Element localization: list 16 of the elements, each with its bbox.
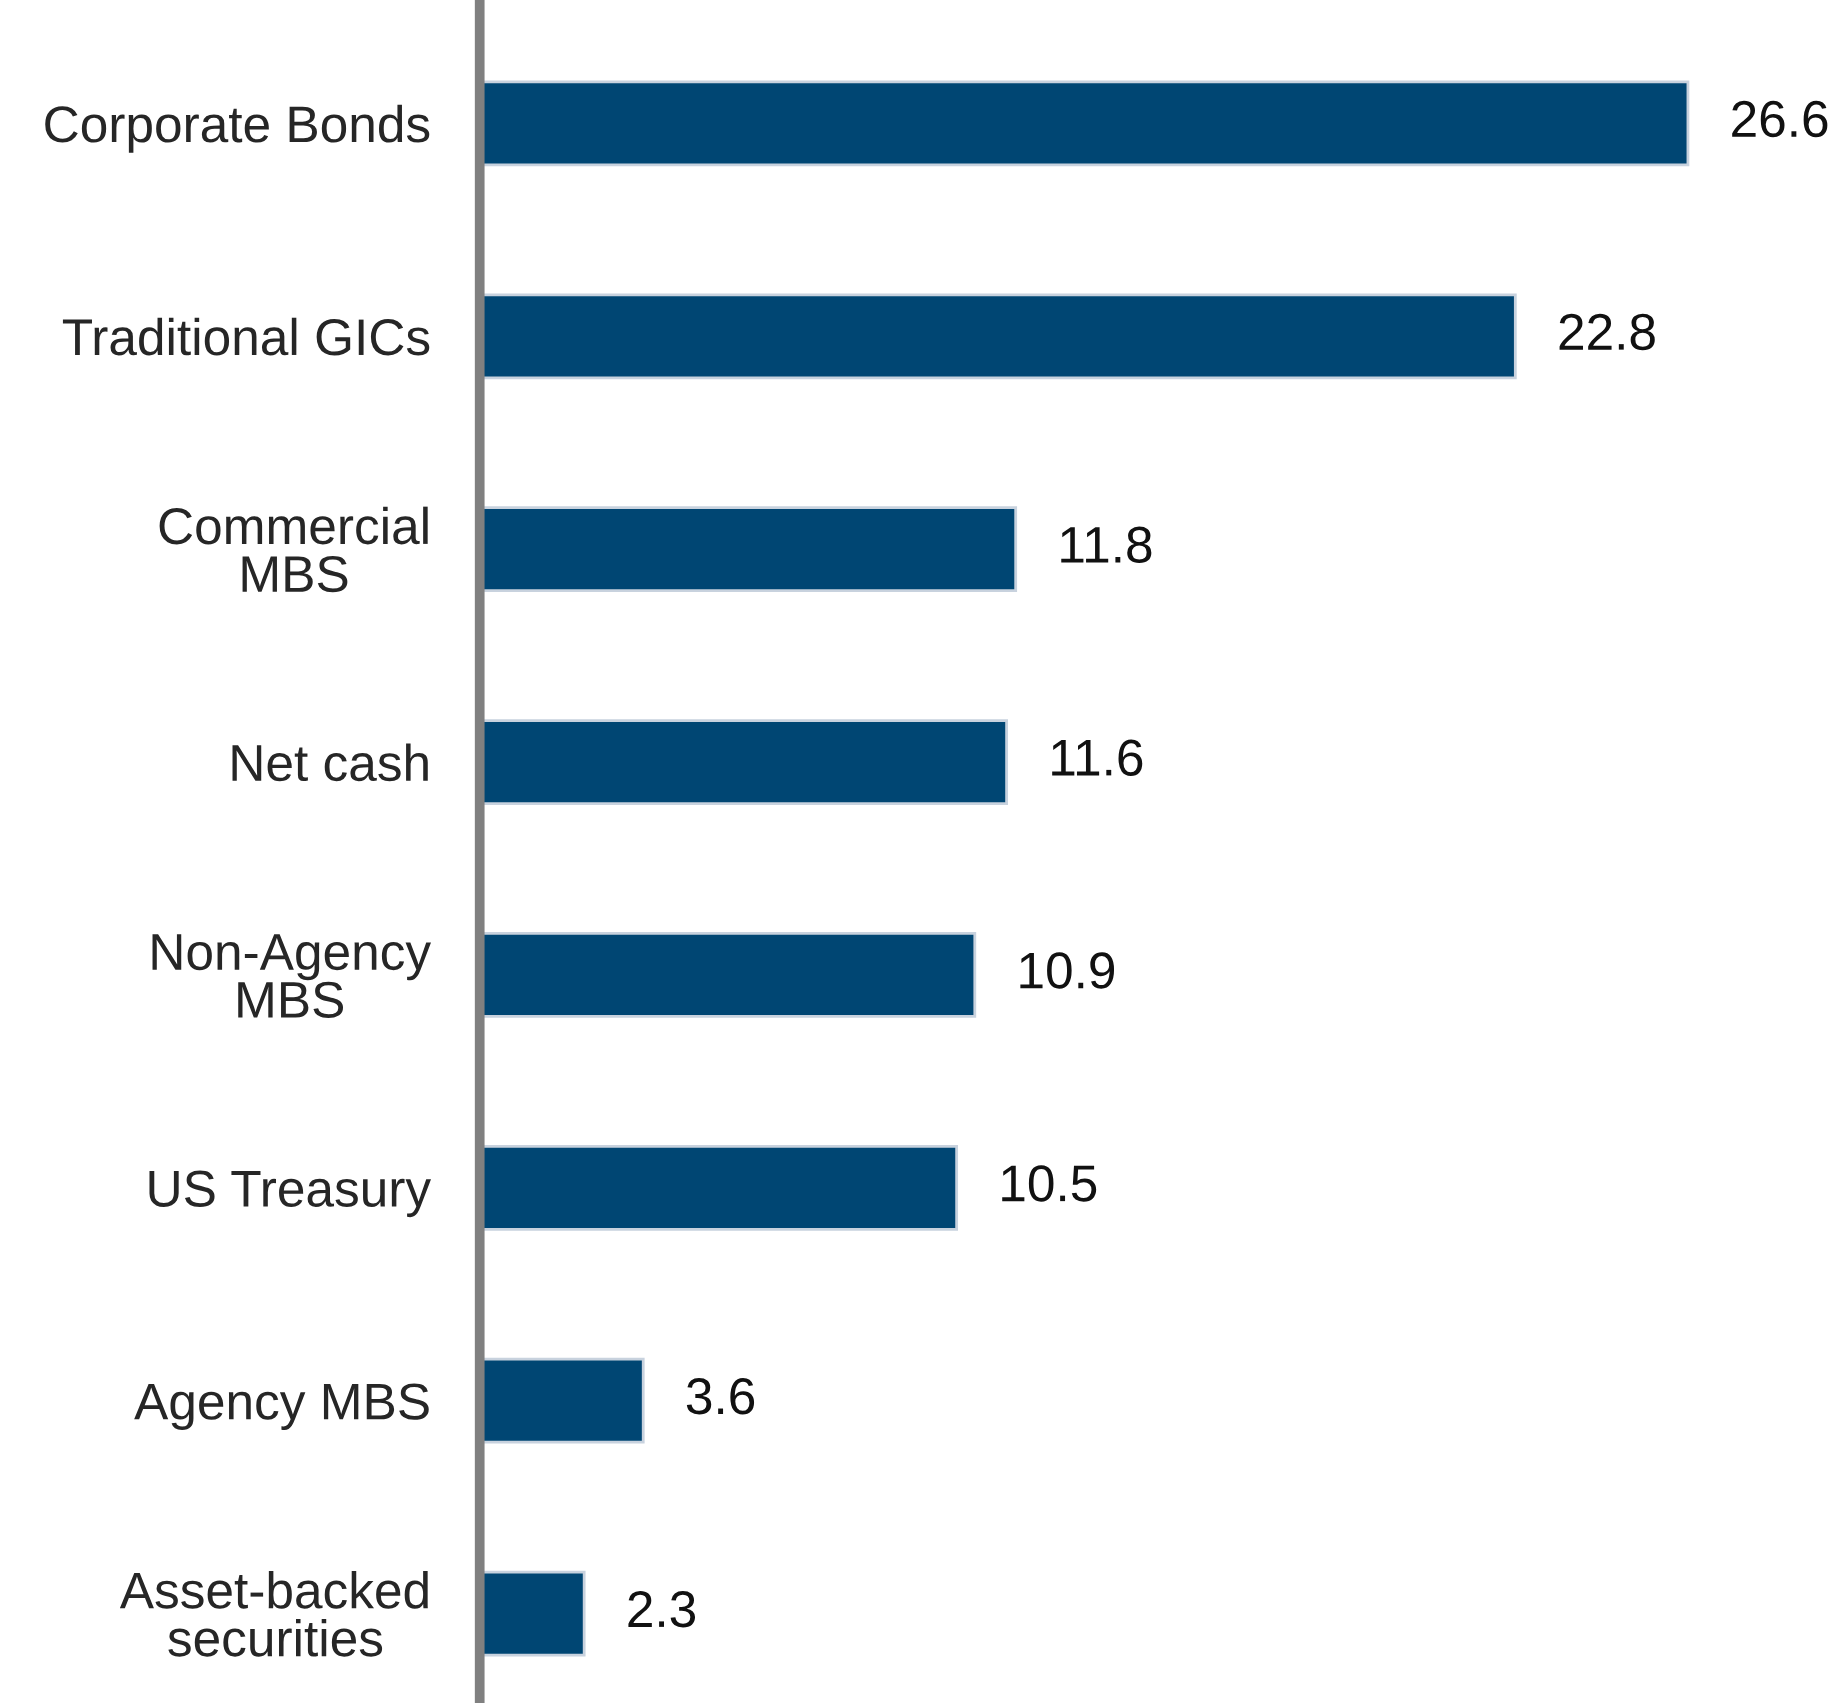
data-label: 22.8: [1559, 313, 1655, 351]
data-label: 10.5: [1002, 1165, 1097, 1202]
y-tick-label: US Treasury: [149, 1170, 432, 1218]
y-tick-label: Asset-backed securities: [119, 1571, 428, 1657]
y-tick-label: Net cash: [232, 743, 428, 782]
y-tick-label: Corporate Bonds: [45, 104, 430, 153]
y-tick-label: Commercial MBS: [159, 506, 428, 593]
data-label: 3.6: [686, 1378, 755, 1415]
data-label: 11.6: [1052, 739, 1143, 776]
data-label: 10.9: [1020, 952, 1115, 989]
y-tick-label: Traditional GICs: [62, 317, 430, 356]
data-label: 26.6: [1732, 100, 1828, 138]
data-label: 11.8: [1061, 526, 1152, 564]
y-tick-label: Non-Agency MBS: [152, 934, 432, 1019]
y-tick-label: Agency MBS: [134, 1383, 429, 1430]
data-label: 2.3: [628, 1591, 696, 1628]
